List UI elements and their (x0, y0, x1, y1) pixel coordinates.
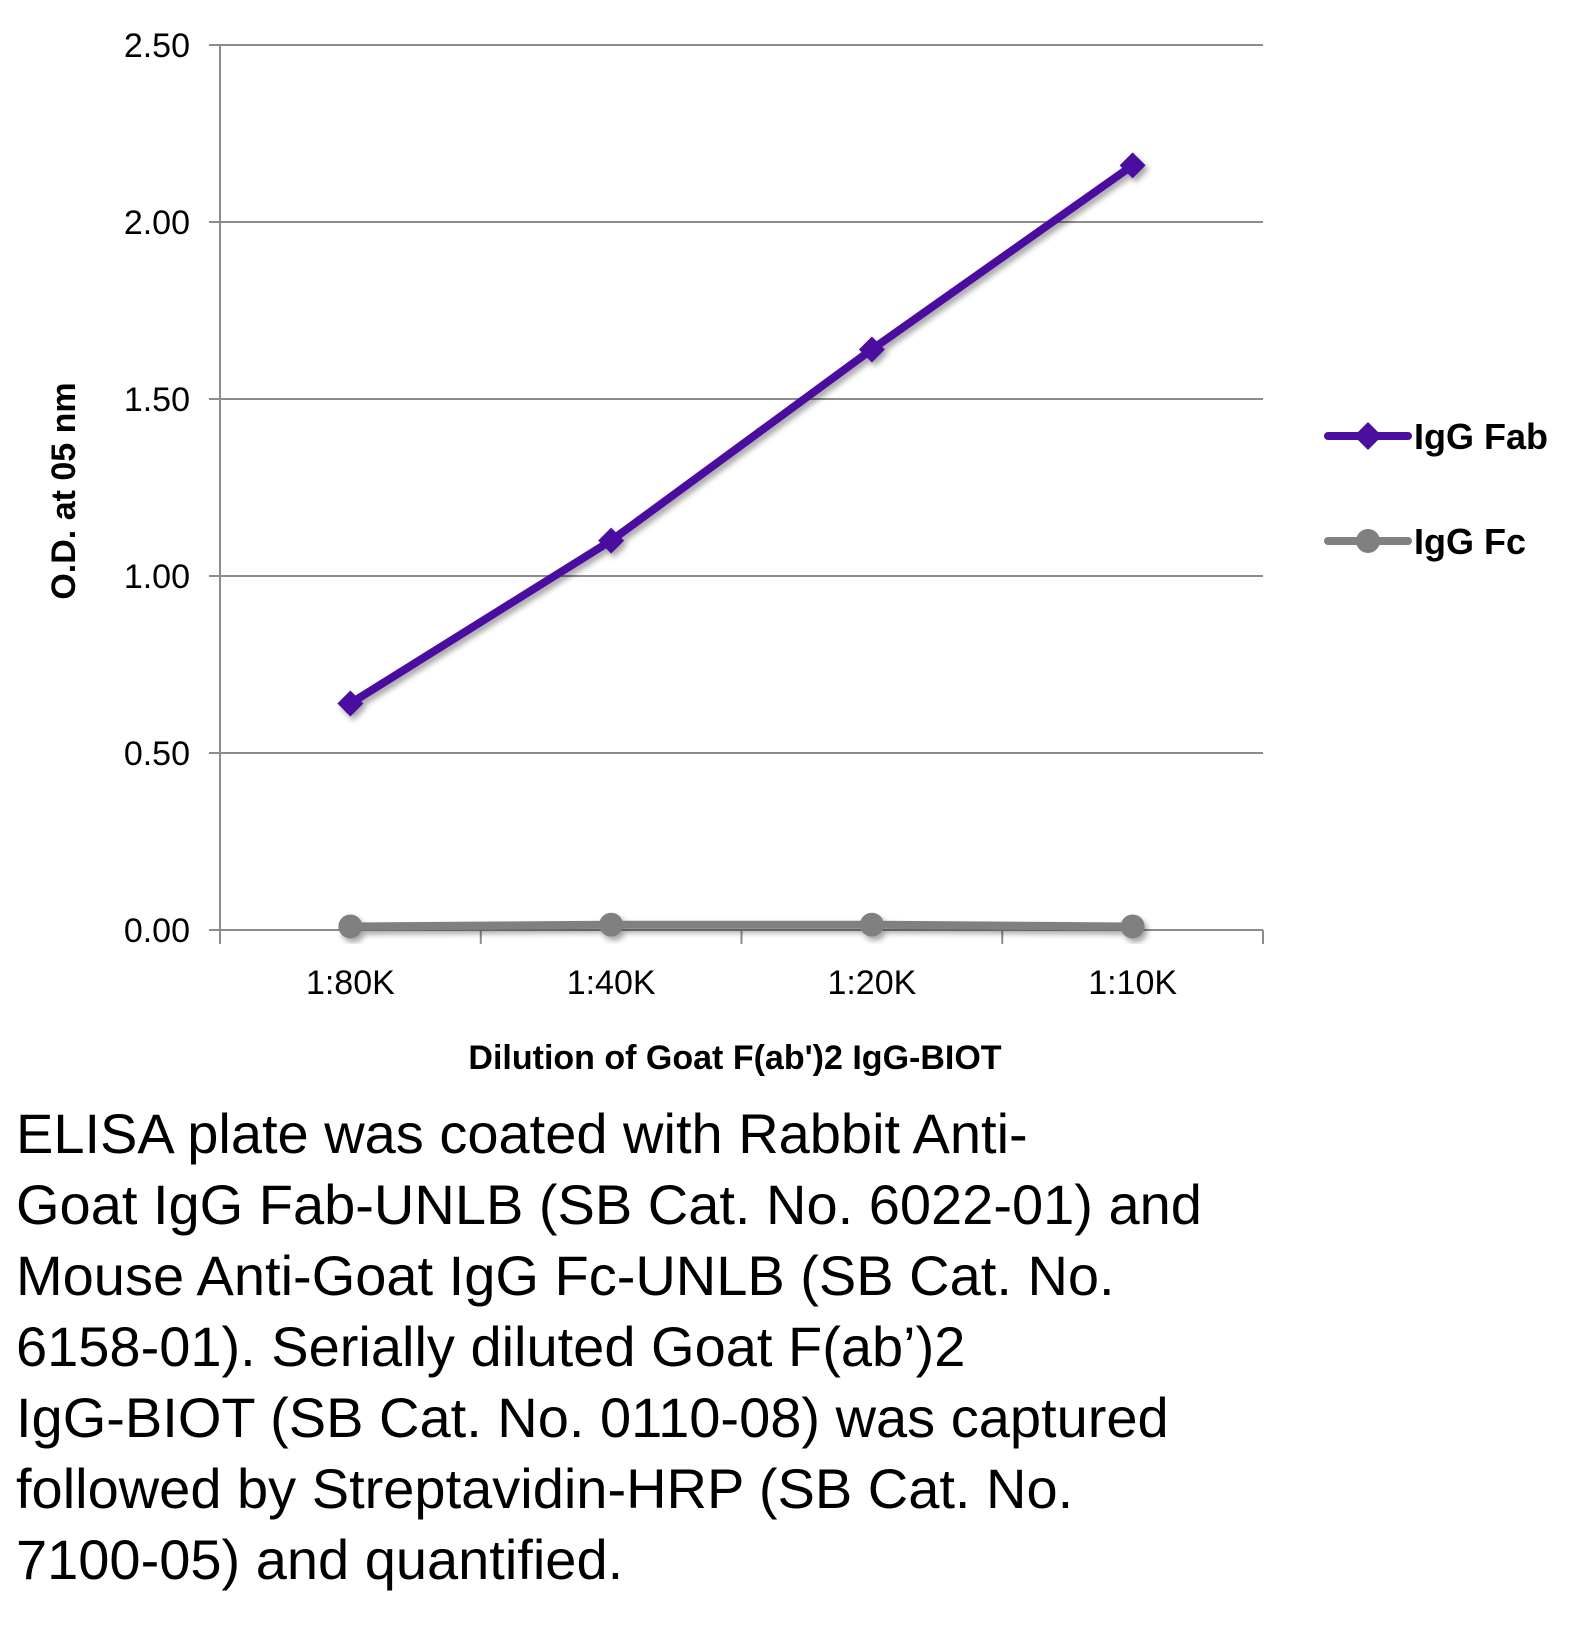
data-point-diamond (337, 690, 364, 717)
series-igg-fc (338, 912, 1145, 939)
x-tick-label: 1:20K (827, 964, 916, 1002)
caption-line: 6158-01). Serially diluted Goat F(ab’)2 (16, 1315, 966, 1378)
caption-line: IgG-BIOT (SB Cat. No. 0110-08) was captu… (16, 1386, 1169, 1449)
y-axis-title: O.D. at 05 nm (45, 382, 83, 599)
legend-item: IgG Fc (1324, 521, 1526, 562)
caption-line: 7100-05) and quantified. (16, 1528, 624, 1591)
data-point-circle (599, 912, 624, 937)
y-tick-label: 2.50 (124, 27, 190, 65)
data-point-diamond (858, 336, 885, 363)
x-tick-label: 1:80K (306, 964, 395, 1002)
data-point-circle (338, 914, 363, 939)
legend: IgG Fab IgG Fc (1324, 416, 1548, 562)
legend-label: IgG Fab (1414, 416, 1548, 457)
axes: 0.00 0.50 1.00 1.50 2.00 2.50 1:80K 1:40K 1:20K 1… (124, 27, 1264, 1002)
series-line (346, 161, 1137, 708)
data-point-diamond (1119, 152, 1146, 179)
data-point-circle (1120, 914, 1145, 939)
y-tick-label: 1.50 (124, 381, 190, 419)
legend-label: IgG Fc (1414, 521, 1526, 562)
y-tick-label: 0.00 (124, 912, 190, 950)
figure-caption: ELISA plate was coated with Rabbit Anti-… (16, 1098, 1516, 1595)
series-line (346, 920, 1137, 931)
series-igg-fab (337, 152, 1146, 717)
data-point-circle (859, 912, 884, 937)
x-tick-label: 1:40K (567, 964, 656, 1002)
caption-line: ELISA plate was coated with Rabbit Anti- (16, 1102, 1028, 1165)
series (337, 152, 1146, 939)
caption-line: Goat IgG Fab-UNLB (SB Cat. No. 6022-01) … (16, 1173, 1202, 1236)
y-tick-label: 2.00 (124, 204, 190, 242)
data-point-diamond (1354, 422, 1382, 450)
x-axis-title: Dilution of Goat F(ab')2 IgG-BIOT (468, 1039, 1001, 1077)
y-tick-label: 0.50 (124, 735, 190, 773)
data-point-circle (1356, 529, 1380, 553)
caption-line: followed by Streptavidin-HRP (SB Cat. No… (16, 1457, 1074, 1520)
data-point-diamond (598, 527, 625, 554)
legend-item: IgG Fab (1324, 416, 1548, 457)
y-tick-label: 1.00 (124, 558, 190, 596)
caption-line: Mouse Anti-Goat IgG Fc-UNLB (SB Cat. No. (16, 1244, 1115, 1307)
x-tick-label: 1:10K (1088, 964, 1177, 1002)
elisa-line-chart: 0.00 0.50 1.00 1.50 2.00 2.50 1:80K 1:40K 1:20K 1… (45, 27, 1548, 1077)
gridlines (220, 44, 1263, 754)
